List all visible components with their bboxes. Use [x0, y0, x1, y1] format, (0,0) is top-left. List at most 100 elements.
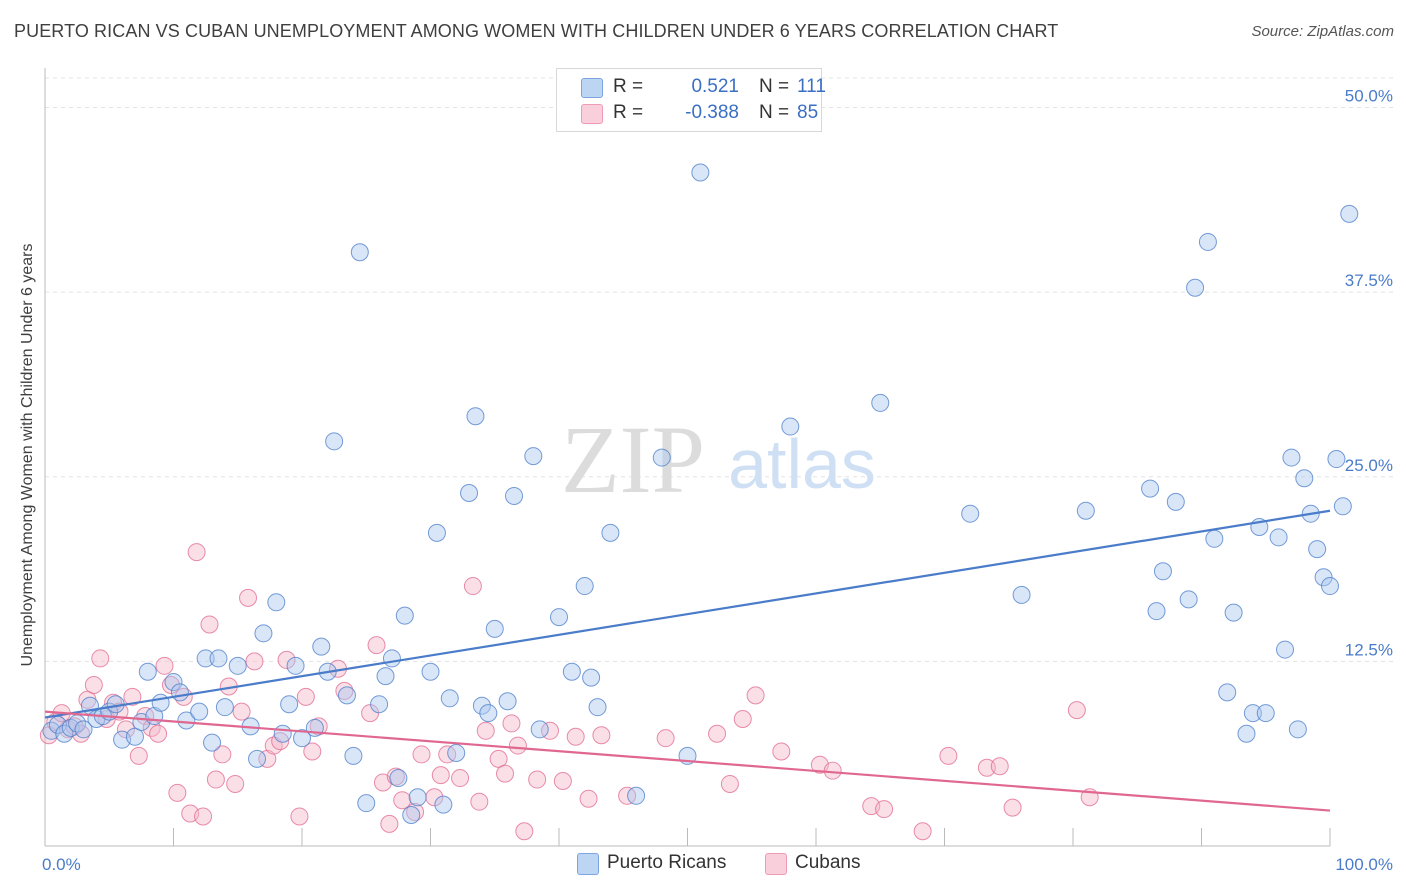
point-puerto-rican — [447, 743, 466, 762]
point-cuban — [303, 742, 322, 761]
point-cuban — [733, 709, 752, 728]
legend-swatch-puerto-ricans — [581, 78, 603, 98]
point-puerto-rican — [479, 704, 498, 723]
point-cuban — [476, 721, 495, 740]
watermark-zip: ZIP — [561, 406, 705, 513]
point-puerto-rican — [280, 695, 299, 714]
point-puerto-rican — [1269, 528, 1288, 547]
point-puerto-rican — [273, 724, 292, 743]
point-cuban — [226, 774, 245, 793]
point-cuban — [463, 577, 482, 596]
point-cuban — [656, 729, 675, 748]
point-puerto-rican — [267, 593, 286, 612]
point-cuban — [823, 761, 842, 780]
point-cuban — [746, 686, 765, 705]
point-puerto-rican — [466, 407, 485, 426]
point-cuban — [553, 772, 572, 791]
point-cuban — [1003, 798, 1022, 817]
point-cuban — [168, 783, 187, 802]
point-puerto-rican — [1186, 278, 1205, 297]
point-puerto-rican — [1288, 720, 1307, 739]
y-tick-label: 50.0% — [1345, 87, 1393, 106]
point-cuban — [367, 636, 386, 655]
x-tick-min: 0.0% — [42, 855, 81, 874]
point-puerto-rican — [1153, 562, 1172, 581]
point-puerto-rican — [376, 667, 395, 686]
point-puerto-rican — [1308, 540, 1327, 559]
point-cuban — [91, 649, 110, 668]
point-puerto-rican — [357, 794, 376, 813]
point-cuban — [245, 652, 264, 671]
trend-line-cubans — [44, 710, 1331, 812]
point-puerto-rican — [601, 523, 620, 542]
point-cuban — [592, 726, 611, 745]
point-puerto-rican — [1076, 501, 1095, 520]
point-puerto-rican — [1243, 704, 1262, 723]
point-cuban — [515, 822, 534, 841]
point-puerto-rican — [427, 523, 446, 542]
legend-r-value: -0.388 — [685, 102, 739, 123]
point-cuban — [708, 724, 727, 743]
point-puerto-rican — [312, 637, 331, 656]
legend-r-value: 0.521 — [691, 76, 739, 97]
x-tick-max: 100.0% — [1335, 855, 1393, 874]
point-cuban — [271, 732, 290, 751]
point-cuban — [470, 792, 489, 811]
trend-lines — [44, 509, 1331, 812]
point-cuban — [875, 800, 894, 819]
point-puerto-rican — [434, 795, 453, 814]
source-label: Source: ZipAtlas.com — [1251, 23, 1394, 40]
point-puerto-rican — [485, 619, 504, 638]
point-puerto-rican — [1295, 469, 1314, 488]
point-puerto-rican — [530, 720, 549, 739]
point-puerto-rican — [562, 662, 581, 681]
point-cuban — [84, 676, 103, 695]
point-puerto-rican — [408, 788, 427, 807]
point-cuban — [720, 774, 739, 793]
point-puerto-rican — [402, 805, 421, 824]
point-puerto-rican — [1237, 724, 1256, 743]
point-puerto-rican — [350, 243, 369, 262]
point-puerto-rican — [582, 668, 601, 687]
y-tick-label: 37.5% — [1345, 271, 1393, 290]
point-puerto-rican — [1179, 590, 1198, 609]
point-puerto-rican — [1012, 585, 1031, 604]
series-cubans — [39, 543, 1099, 841]
axes — [44, 68, 1331, 847]
point-puerto-rican — [395, 606, 414, 625]
point-puerto-rican — [1147, 602, 1166, 621]
y-tick-label: 12.5% — [1345, 640, 1393, 659]
point-puerto-rican — [196, 649, 215, 668]
point-cuban — [913, 822, 932, 841]
point-puerto-rican — [1166, 492, 1185, 511]
y-tick-label: 25.0% — [1345, 456, 1393, 475]
correlation-legend: R = 0.521 N = 111 R = -0.388 N = 85 — [556, 68, 826, 132]
point-cuban — [496, 764, 515, 783]
trend-line-puerto-ricans — [44, 509, 1331, 719]
point-cuban — [1067, 701, 1086, 720]
watermark-atlas: atlas — [728, 425, 876, 503]
legend-label-puerto-ricans: Puerto Ricans — [607, 852, 727, 873]
point-cuban — [412, 745, 431, 764]
point-puerto-rican — [1205, 529, 1224, 548]
point-puerto-rican — [286, 656, 305, 675]
point-puerto-rican — [190, 702, 209, 721]
point-puerto-rican — [215, 698, 234, 717]
point-puerto-rican — [575, 577, 594, 596]
point-puerto-rican — [1321, 577, 1339, 596]
point-puerto-rican — [652, 448, 671, 467]
point-puerto-rican — [248, 749, 267, 768]
legend-n-value: 85 — [797, 102, 819, 123]
point-puerto-rican — [1333, 497, 1352, 516]
point-cuban — [566, 727, 585, 746]
point-puerto-rican — [228, 656, 247, 675]
point-cuban — [200, 615, 219, 634]
point-cuban — [508, 736, 527, 755]
point-puerto-rican — [961, 504, 980, 523]
point-cuban — [990, 757, 1009, 776]
point-cuban — [528, 770, 547, 789]
point-puerto-rican — [1282, 448, 1301, 467]
point-puerto-rican — [472, 696, 491, 715]
point-puerto-rican — [177, 711, 196, 730]
